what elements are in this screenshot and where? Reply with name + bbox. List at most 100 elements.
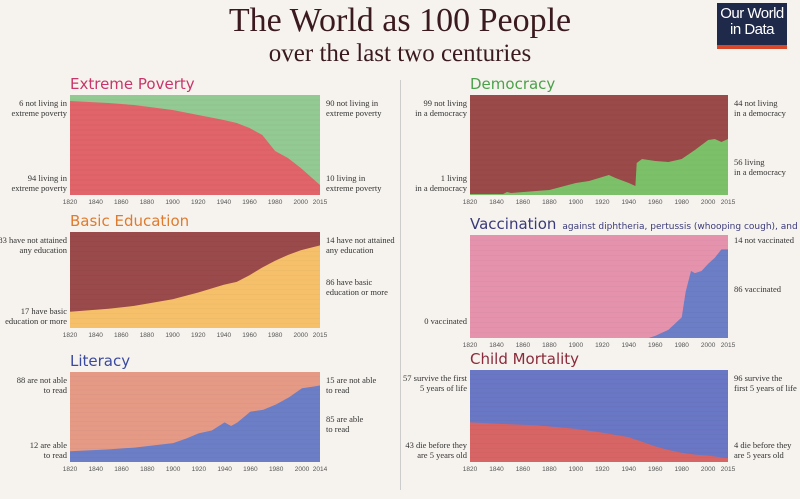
- x-tick-label: 1860: [114, 199, 129, 206]
- poverty-area-bottom: [70, 101, 320, 195]
- vaccination-title: Vaccination against diphtheria, pertussis…: [470, 215, 800, 233]
- x-tick-label: 1980: [674, 342, 689, 349]
- owid-logo[interactable]: Our World in Data: [717, 3, 787, 49]
- vaccination-chart: 1820 1840 1860 1880 1900 1920 1940 1960 1980 2000…: [463, 235, 736, 349]
- x-tick-label: 2000: [295, 466, 310, 473]
- vaccination-area-bottom: [470, 249, 728, 338]
- poverty-chart: 1820 1840 1860 1880 1900 1920 1940 1960 1980 2000…: [63, 95, 328, 206]
- label-bottom-right: 86 have basic education or more: [326, 276, 388, 297]
- label-bottom-right: 10 living in extreme poverty: [326, 173, 382, 193]
- x-tick-label: 1920: [595, 466, 610, 473]
- chart-title: Basic Education: [70, 212, 190, 230]
- x-tick-label: 1820: [63, 332, 78, 339]
- x-tick-label: 1880: [140, 199, 155, 206]
- label-bottom-left: 43 die before they are 5 years old: [405, 440, 467, 460]
- x-tick-label: 1960: [648, 342, 663, 349]
- x-tick-label: 2000: [701, 342, 716, 349]
- x-tick-label: 1820: [63, 466, 78, 473]
- divider: [400, 80, 401, 490]
- democracy-area-bottom: [470, 139, 728, 195]
- x-tick-label: 2015: [721, 342, 736, 349]
- x-tick-label: 1940: [622, 342, 637, 349]
- x-tick-label: 2000: [294, 332, 309, 339]
- x-tick-label: 1860: [516, 342, 531, 349]
- label-top-right: 90 not living in extreme poverty: [326, 98, 382, 118]
- x-tick-label: 1840: [489, 466, 504, 473]
- x-tick-label: 2000: [701, 199, 716, 206]
- x-tick-label: 1840: [89, 466, 104, 473]
- label-top-left: 99 not living in a democracy: [415, 98, 467, 118]
- label-bottom-left: 12 are able to read: [29, 440, 67, 460]
- x-tick-label: 2014: [313, 466, 328, 473]
- x-tick-label: 1940: [217, 332, 232, 339]
- x-tick-label: 1880: [542, 342, 557, 349]
- x-tick-label: 1820: [463, 199, 478, 206]
- x-tick-label: 1960: [242, 199, 257, 206]
- x-tick-label: 1860: [114, 332, 129, 339]
- x-tick-label: 1880: [140, 332, 155, 339]
- x-tick-label: 1980: [268, 332, 283, 339]
- label-top-right: 44 not living in a democracy: [734, 98, 786, 118]
- page-title: The World as 100 People: [228, 2, 572, 39]
- x-tick-label: 1960: [648, 199, 663, 206]
- label-bottom-right: 4 die before they are 5 years old: [734, 440, 792, 460]
- x-tick-label: 1960: [243, 466, 258, 473]
- label-top-right: 14 not vaccinated: [734, 235, 794, 245]
- x-tick-label: 2015: [313, 199, 328, 206]
- x-tick-label: 1900: [569, 342, 584, 349]
- literacy-title: Literacy: [70, 352, 130, 370]
- x-tick-label: 1940: [217, 199, 232, 206]
- democracy-chart: 1820 1840 1860 1880 1900 1920 1940 1960 1980 2000…: [463, 95, 736, 206]
- literacy-area-bottom: [70, 385, 320, 462]
- x-tick-label: 1880: [542, 466, 557, 473]
- chart-title: Child Mortality: [470, 350, 580, 368]
- poverty-title: Extreme Poverty: [70, 75, 195, 93]
- x-tick-label: 1840: [88, 332, 103, 339]
- education-chart: 1820 1840 1860 1880 1900 1920 1940 1960 1980 2000…: [63, 232, 328, 339]
- label-top-right: 14 have not attained any education: [326, 235, 395, 255]
- chart-title: Extreme Poverty: [70, 75, 195, 93]
- x-tick-label: 1920: [191, 332, 206, 339]
- x-tick-label: 1960: [648, 466, 663, 473]
- x-tick-label: 1900: [165, 199, 180, 206]
- x-tick-label: 1900: [569, 466, 584, 473]
- x-tick-label: 1900: [165, 332, 180, 339]
- x-tick-label: 1920: [192, 466, 207, 473]
- x-tick-label: 1880: [140, 466, 155, 473]
- x-tick-label: 1980: [674, 466, 689, 473]
- chart-subtitle: against diphtheria, pertussis (whooping …: [562, 222, 800, 232]
- x-tick-label: 1840: [489, 199, 504, 206]
- x-tick-label: 1980: [268, 199, 283, 206]
- chart-title: Literacy: [70, 352, 131, 370]
- label-bottom-left: 1 living in a democracy: [415, 173, 467, 193]
- label-bottom-right: 85 are able to read: [326, 413, 364, 434]
- x-tick-label: 1920: [595, 199, 610, 206]
- x-tick-label: 1920: [595, 342, 610, 349]
- literacy-chart: 1820 1840 1860 1880 1900 1920 1940 1960 1980 2000…: [63, 372, 328, 473]
- label-top-right: 15 are not able to read: [326, 375, 377, 395]
- x-tick-label: 1900: [166, 466, 181, 473]
- label-bottom-left: 17 have basic education or more: [5, 306, 67, 326]
- x-tick-label: 1860: [516, 466, 531, 473]
- x-tick-label: 2000: [701, 466, 716, 473]
- x-tick-label: 1940: [217, 466, 232, 473]
- x-tick-label: 1980: [674, 199, 689, 206]
- x-tick-label: 2000: [294, 199, 309, 206]
- label-bottom-right: 56 living in a democracy: [734, 157, 786, 177]
- x-tick-label: 1820: [463, 466, 478, 473]
- education-area-bottom: [70, 245, 320, 328]
- x-tick-label: 1940: [622, 199, 637, 206]
- x-tick-label: 1920: [191, 199, 206, 206]
- label-bottom-left: 0 vaccinated: [424, 316, 467, 326]
- label-top-right: 96 survive the first 5 years of life: [734, 373, 797, 393]
- x-tick-label: 1840: [489, 342, 504, 349]
- child_mortality-area-bottom: [470, 422, 728, 462]
- child_mortality-title: Child Mortality: [470, 350, 579, 368]
- x-tick-label: 1840: [88, 199, 103, 206]
- child_mortality-chart: 1820 1840 1860 1880 1900 1920 1940 1960 1980 2000…: [463, 370, 736, 473]
- label-top-left: 88 are not able to read: [16, 375, 67, 395]
- x-tick-label: 1980: [269, 466, 284, 473]
- page-subtitle: over the last two centuries: [268, 40, 532, 67]
- education-title: Basic Education: [70, 212, 189, 230]
- x-tick-label: 1900: [569, 199, 584, 206]
